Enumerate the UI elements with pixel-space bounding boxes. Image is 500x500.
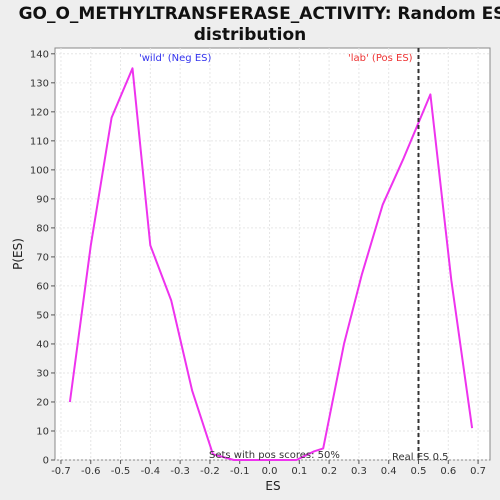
x-tick-label: -0.5 (111, 466, 131, 477)
y-tick-label: 40 (36, 339, 49, 350)
y-tick-label: 0 (43, 456, 49, 467)
x-tick-label: 0.2 (321, 466, 337, 477)
x-axis-title: ES (265, 479, 280, 493)
x-tick-label: 0.0 (262, 466, 278, 477)
x-tick-label: -0.7 (51, 466, 71, 477)
chart-title-line-2: distribution (194, 25, 306, 45)
series-line (68, 67, 474, 461)
y-tick-label: 130 (30, 78, 49, 89)
axis-layer: -0.7 -0.6 -0.5 -0.4 -0.3 -0.2 -0.1 0.0 0.1 0.2 0.3… (30, 49, 486, 477)
y-axis-title: P(ES) (11, 238, 25, 270)
y-tick-label: 30 (36, 368, 49, 379)
y-tick-label: 20 (36, 397, 49, 408)
y-tick-label: 80 (36, 223, 49, 234)
x-tick-label: -0.4 (141, 466, 161, 477)
y-tick-label: 100 (30, 165, 49, 176)
x-tick-label: 0.3 (351, 466, 367, 477)
y-tick-label: 110 (30, 136, 49, 147)
x-tick-label: 0.1 (291, 466, 307, 477)
x-tick-label: -0.1 (230, 466, 250, 477)
x-tick-label: -0.2 (200, 466, 220, 477)
y-tick-label: 10 (36, 426, 49, 437)
x-tick-label: 0.5 (411, 466, 427, 477)
y-tick-label: 70 (36, 252, 49, 263)
pos-scores-label: Sets with pos scores: 50% (209, 450, 340, 461)
neg-es-label: 'wild' (Neg ES) (139, 53, 211, 64)
y-tick-label: 50 (36, 310, 49, 321)
real-es-label: Real ES 0.5 (392, 452, 448, 463)
x-tick-label: 0.6 (440, 466, 456, 477)
x-tick-label: 0.4 (381, 466, 397, 477)
y-tick-label: 90 (36, 194, 49, 205)
chart-title-line-1: GO_O_METHYLTRANSFERASE_ACTIVITY: Random … (19, 4, 500, 24)
y-tick-label: 140 (30, 49, 49, 60)
pos-es-label: 'lab' (Pos ES) (348, 53, 413, 64)
y-tick-label: 60 (36, 281, 49, 292)
x-tick-label: -0.6 (81, 466, 101, 477)
x-tick-label: 0.7 (470, 466, 486, 477)
y-tick-label: 120 (30, 107, 49, 118)
series-layer (68, 67, 474, 461)
x-tick-label: -0.3 (170, 466, 190, 477)
